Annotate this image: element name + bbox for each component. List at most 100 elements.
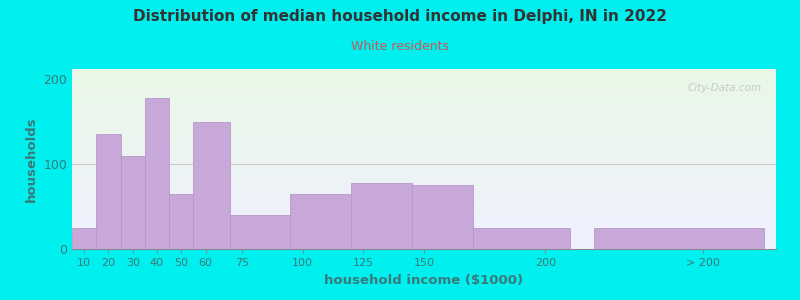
- Bar: [72, 82, 776, 83]
- Bar: [72, 217, 776, 218]
- Bar: [72, 141, 776, 142]
- Bar: [72, 128, 776, 129]
- Bar: [72, 199, 776, 200]
- Bar: [72, 113, 776, 114]
- Bar: [72, 201, 776, 202]
- Bar: [72, 166, 776, 167]
- Bar: [72, 184, 776, 185]
- Bar: [72, 202, 776, 203]
- Text: White residents: White residents: [351, 40, 449, 53]
- Bar: [72, 168, 776, 169]
- Bar: [72, 100, 776, 101]
- Bar: [96, 134, 121, 249]
- Bar: [72, 235, 776, 236]
- Bar: [194, 122, 230, 249]
- Bar: [72, 247, 776, 248]
- Bar: [72, 239, 776, 240]
- Bar: [72, 159, 776, 160]
- Bar: [72, 238, 776, 239]
- Bar: [72, 116, 776, 117]
- Bar: [72, 131, 776, 132]
- Bar: [72, 224, 776, 225]
- Bar: [72, 227, 776, 228]
- Bar: [72, 186, 776, 187]
- Bar: [72, 139, 776, 140]
- Bar: [72, 185, 776, 186]
- Text: Distribution of median household income in Delphi, IN in 2022: Distribution of median household income …: [133, 9, 667, 24]
- Bar: [72, 96, 776, 97]
- Bar: [72, 120, 776, 121]
- Bar: [72, 87, 776, 88]
- Bar: [72, 230, 776, 231]
- Bar: [72, 178, 776, 179]
- Bar: [72, 109, 776, 110]
- Bar: [72, 90, 776, 91]
- Bar: [72, 123, 776, 124]
- Bar: [72, 200, 776, 201]
- Bar: [72, 73, 776, 74]
- Bar: [72, 114, 776, 115]
- Bar: [72, 115, 776, 116]
- Bar: [72, 72, 776, 73]
- Bar: [72, 173, 776, 174]
- Bar: [72, 207, 776, 208]
- Bar: [72, 100, 776, 101]
- Bar: [72, 189, 776, 190]
- Bar: [72, 228, 776, 229]
- Bar: [72, 243, 776, 244]
- Bar: [72, 119, 776, 120]
- Bar: [72, 129, 776, 130]
- Bar: [72, 88, 776, 89]
- Bar: [72, 70, 776, 71]
- Bar: [72, 121, 776, 122]
- Bar: [72, 214, 776, 215]
- Bar: [72, 127, 776, 128]
- Bar: [72, 122, 776, 123]
- Bar: [72, 223, 776, 224]
- Bar: [72, 165, 776, 166]
- Bar: [72, 142, 776, 143]
- Bar: [72, 108, 776, 109]
- Bar: [72, 94, 776, 95]
- Bar: [72, 130, 776, 131]
- Bar: [72, 242, 776, 243]
- Bar: [72, 172, 776, 173]
- Bar: [72, 234, 776, 235]
- Bar: [72, 171, 776, 172]
- Bar: [72, 144, 776, 145]
- Bar: [72, 149, 776, 150]
- Bar: [72, 248, 776, 249]
- Bar: [412, 185, 473, 249]
- Bar: [72, 102, 776, 103]
- Bar: [72, 95, 776, 96]
- Bar: [72, 229, 776, 230]
- Bar: [72, 86, 776, 87]
- Bar: [72, 105, 776, 106]
- Bar: [72, 82, 776, 83]
- Bar: [72, 118, 776, 119]
- Bar: [72, 188, 776, 189]
- Bar: [72, 208, 776, 209]
- Bar: [72, 241, 776, 242]
- Bar: [72, 79, 776, 80]
- Bar: [72, 232, 776, 233]
- Bar: [72, 107, 776, 108]
- Bar: [72, 213, 776, 214]
- Bar: [169, 194, 194, 249]
- Bar: [72, 216, 776, 217]
- Bar: [72, 155, 776, 156]
- Bar: [72, 145, 776, 146]
- Bar: [72, 240, 776, 241]
- X-axis label: household income ($1000): household income ($1000): [325, 274, 523, 286]
- Bar: [351, 183, 412, 249]
- Bar: [145, 98, 169, 249]
- Y-axis label: households: households: [25, 116, 38, 202]
- Bar: [72, 196, 776, 197]
- Bar: [72, 99, 776, 100]
- Bar: [72, 193, 776, 194]
- Bar: [72, 91, 776, 92]
- Bar: [72, 221, 776, 222]
- Bar: [594, 228, 764, 249]
- Bar: [72, 197, 776, 198]
- Bar: [72, 74, 776, 75]
